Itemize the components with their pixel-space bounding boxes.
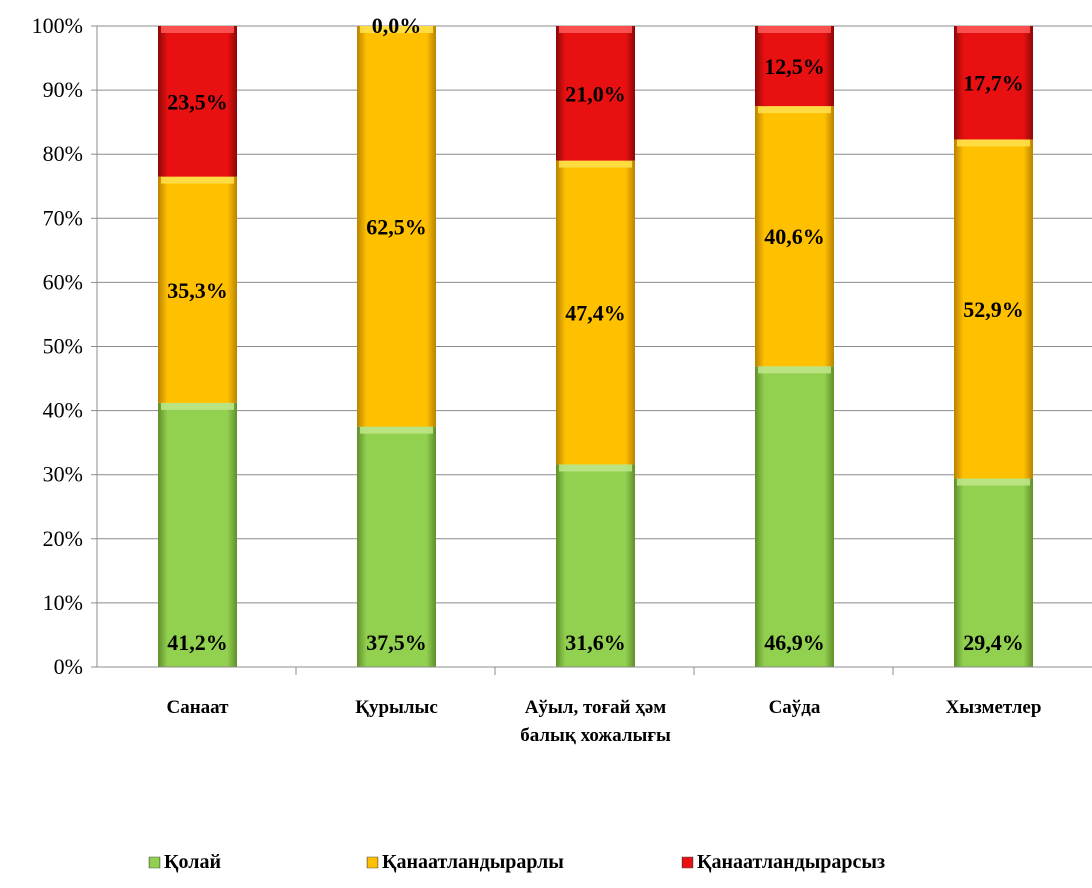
bar-highlight [758, 106, 831, 114]
bar-highlight [360, 426, 433, 434]
bar-highlight [758, 26, 831, 33]
bar-Қанаатландырарсыз [556, 26, 635, 161]
bar-Қанаатландырарсыз [755, 26, 834, 107]
legend-label-3: Қанаатландырарсыз [697, 851, 885, 873]
bar-Қолай [556, 464, 635, 667]
y-tick-label: 30% [43, 462, 83, 487]
y-tick-label: 0% [54, 654, 83, 679]
y-tick-label: 10% [43, 590, 83, 615]
legend-swatch-1 [148, 856, 161, 869]
bar-highlight [957, 478, 1030, 486]
data-label: 17,7% [963, 71, 1024, 96]
bar-highlight [758, 366, 831, 374]
x-category-label: Хызметлер [946, 697, 1042, 718]
bar-highlight [161, 26, 234, 33]
bar-Қолай [357, 426, 436, 667]
x-category-label: Саўда [769, 697, 821, 718]
data-label: 40,6% [764, 224, 825, 249]
y-tick-label: 60% [43, 269, 83, 294]
legend-swatch-2 [366, 856, 379, 869]
data-label: 21,0% [565, 81, 626, 106]
y-tick-label: 40% [43, 398, 83, 423]
y-tick-label: 90% [43, 77, 83, 102]
bar-Қанаатландырарлы [158, 176, 237, 403]
bar-highlight [559, 26, 632, 33]
data-label: 52,9% [963, 297, 1024, 322]
data-label: 29,4% [963, 630, 1024, 655]
data-label: 37,5% [366, 630, 427, 655]
data-label: 62,5% [366, 214, 427, 239]
y-tick-label: 80% [43, 141, 83, 166]
y-tick-label: 20% [43, 526, 83, 551]
bar-Қанаатландырарлы [357, 26, 436, 427]
bar-highlight [161, 402, 234, 410]
data-label: 12,5% [764, 54, 825, 79]
x-category-label: Аўыл, тоғай ҳәм [525, 697, 667, 718]
data-label: 31,6% [565, 630, 626, 655]
bar-highlight [957, 26, 1030, 33]
bar-highlight [360, 26, 433, 33]
bar-highlight [957, 139, 1030, 147]
bar-Қанаатландырарсыз [158, 26, 237, 177]
data-label: 46,9% [764, 630, 825, 655]
data-label: 41,2% [167, 630, 228, 655]
bar-highlight [559, 160, 632, 168]
bar-Қанаатландырарлы [556, 160, 635, 465]
legend-swatch-3 [681, 856, 694, 869]
bar-Қолай [954, 478, 1033, 667]
bar-highlight [559, 464, 632, 472]
bar-Қолай [158, 402, 237, 667]
x-category-label: Санаат [166, 697, 229, 718]
legend-label-2: Қанаатландырарлы [382, 851, 564, 873]
y-tick-label: 50% [43, 334, 83, 359]
legend-label-1: Қолай [164, 851, 221, 873]
y-tick-label: 100% [32, 13, 83, 38]
bar-Қанаатландырарлы [954, 139, 1033, 479]
bar-Қанаатландырарлы [755, 106, 834, 367]
data-label: 47,4% [565, 301, 626, 326]
data-label: 23,5% [167, 89, 228, 114]
x-category-label: балық хожалығы [520, 725, 671, 746]
bar-Қанаатландырарсыз [954, 26, 1033, 140]
x-category-label: Қурылыс [355, 697, 438, 718]
bar-Қолай [755, 366, 834, 667]
data-label: 35,3% [167, 278, 228, 303]
y-tick-label: 70% [43, 205, 83, 230]
bar-highlight [161, 176, 234, 184]
data-label: 0,0% [372, 13, 422, 38]
